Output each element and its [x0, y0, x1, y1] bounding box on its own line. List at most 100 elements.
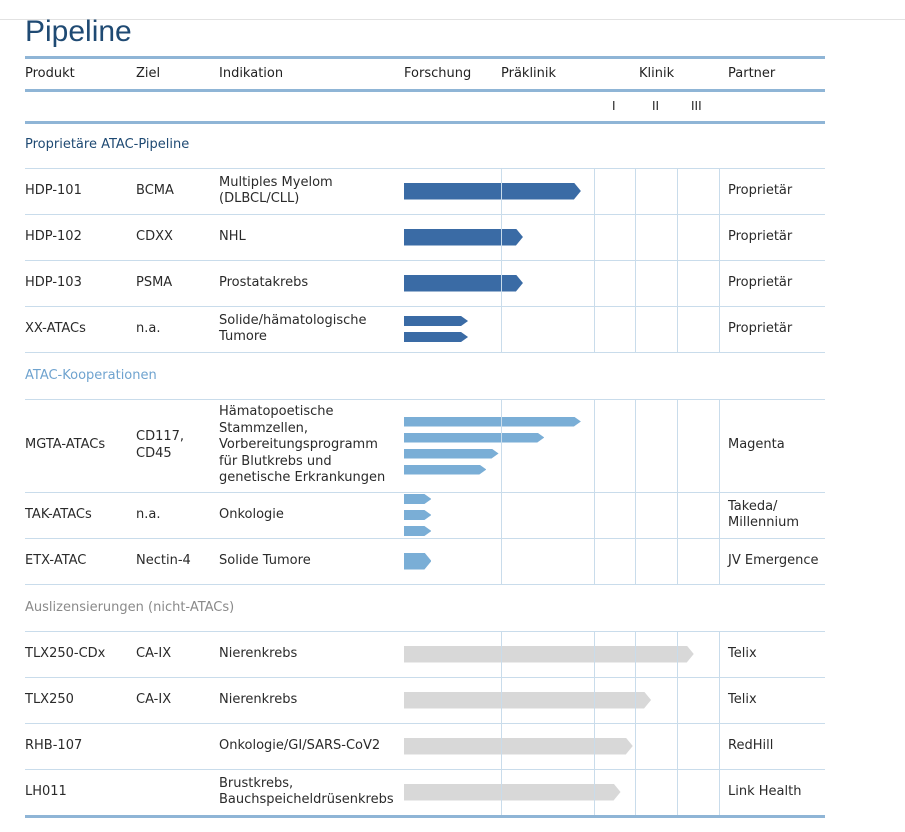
- row-divider: [25, 677, 825, 678]
- partner-text: Telix: [728, 691, 757, 707]
- section-divider: [25, 399, 825, 400]
- section-divider: [25, 631, 825, 632]
- section-title-outlicense: Auslizensierungen (nicht-ATACs): [25, 600, 235, 615]
- cell-indication: Nierenkrebs: [219, 677, 399, 723]
- row-divider: [25, 723, 825, 724]
- grid-column-line: [677, 168, 678, 352]
- cell-partner: Link Health: [728, 769, 823, 815]
- cell-indication: Solide/hämatologische Tumore: [219, 306, 399, 352]
- progress-bar: [404, 183, 581, 200]
- indication-text: Multiples Myelom (DLBCL/CLL): [219, 174, 333, 207]
- indication-text: Brustkrebs, Bauchspeicheldrüsenkrebs: [219, 775, 394, 808]
- cell-partner: Takeda/ Millennium: [728, 492, 823, 538]
- progress-bar: [404, 692, 651, 709]
- cell-target: CA-IX: [136, 677, 216, 723]
- cell-partner: RedHill: [728, 723, 823, 769]
- product-text: HDP-103: [25, 274, 82, 290]
- cell-partner: Proprietär: [728, 214, 823, 260]
- row-divider: [25, 352, 825, 353]
- cell-product: HDP-103: [25, 260, 130, 306]
- cell-partner: Telix: [728, 631, 823, 677]
- page-title: Pipeline: [25, 15, 132, 48]
- grid-column-line: [594, 631, 595, 815]
- cell-target: n.a.: [136, 492, 216, 538]
- grid-column-line: [501, 168, 502, 352]
- header-mid-rule: [25, 89, 825, 92]
- cell-target: CDXX: [136, 214, 216, 260]
- product-text: LH011: [25, 783, 67, 799]
- grid-column-line: [635, 399, 636, 584]
- cell-partner: Telix: [728, 677, 823, 723]
- cell-indication: Onkologie: [219, 492, 399, 538]
- phase-2-label: II: [652, 99, 660, 113]
- cell-indication: Multiples Myelom (DLBCL/CLL): [219, 168, 399, 214]
- target-text: CA-IX: [136, 645, 172, 661]
- target-text: n.a.: [136, 320, 161, 336]
- cell-product: ETX-ATAC: [25, 538, 130, 584]
- cell-target: [136, 769, 216, 815]
- product-text: XX-ATACs: [25, 320, 86, 336]
- indication-text: Prostatakrebs: [219, 274, 309, 290]
- grid-column-line: [501, 399, 502, 584]
- section-divider: [25, 168, 825, 169]
- grid-column-line: [719, 631, 720, 815]
- cell-product: HDP-102: [25, 214, 130, 260]
- target-text: CDXX: [136, 228, 173, 244]
- cell-target: [136, 723, 216, 769]
- progress-bar: [404, 275, 523, 292]
- row-divider: [25, 260, 825, 261]
- cell-indication: Prostatakrebs: [219, 260, 399, 306]
- cell-target: BCMA: [136, 168, 216, 214]
- progress-bar: [404, 646, 694, 663]
- grid-column-line: [677, 399, 678, 584]
- table-bottom-rule: [25, 815, 825, 818]
- header-indication: Indikation: [219, 66, 284, 81]
- partner-text: RedHill: [728, 737, 774, 753]
- cell-target: n.a.: [136, 306, 216, 352]
- phase-3-label: III: [691, 99, 702, 113]
- cell-target: Nectin-4: [136, 538, 216, 584]
- indication-text: Onkologie: [219, 506, 284, 522]
- row-divider: [25, 769, 825, 770]
- indication-text: Nierenkrebs: [219, 691, 298, 707]
- progress-bar: [404, 553, 431, 570]
- progress-bar: [404, 316, 468, 326]
- cell-indication: Solide Tumore: [219, 538, 399, 584]
- partner-text: Proprietär: [728, 320, 793, 336]
- indication-text: Solide Tumore: [219, 552, 311, 568]
- partner-text: Link Health: [728, 783, 802, 799]
- grid-column-line: [594, 399, 595, 584]
- indication-text: Onkologie/GI/SARS-CoV2: [219, 737, 381, 753]
- header-research: Forschung: [404, 66, 472, 81]
- product-text: RHB-107: [25, 737, 83, 753]
- grid-column-line: [594, 168, 595, 352]
- cell-indication: NHL: [219, 214, 399, 260]
- progress-bar: [404, 417, 581, 427]
- phase-1-label: I: [612, 99, 616, 113]
- cell-partner: Magenta: [728, 399, 823, 492]
- progress-bar: [404, 784, 621, 801]
- grid-column-line: [635, 168, 636, 352]
- cell-product: RHB-107: [25, 723, 130, 769]
- product-text: TAK-ATACs: [25, 506, 92, 522]
- product-text: HDP-102: [25, 228, 82, 244]
- header-top-rule: [25, 56, 825, 59]
- cell-indication: Nierenkrebs: [219, 631, 399, 677]
- cell-partner: Proprietär: [728, 306, 823, 352]
- section-title-proprietary: Proprietäre ATAC-Pipeline: [25, 137, 190, 152]
- row-divider: [25, 584, 825, 585]
- cell-product: XX-ATACs: [25, 306, 130, 352]
- header-bottom-rule: [25, 121, 825, 124]
- indication-text: Hämatopoetische Stammzellen, Vorbereitun…: [219, 404, 386, 486]
- row-divider: [25, 214, 825, 215]
- cell-indication: Onkologie/GI/SARS-CoV2: [219, 723, 399, 769]
- cell-product: HDP-101: [25, 168, 130, 214]
- progress-bar: [404, 465, 486, 475]
- product-text: MGTA-ATACs: [25, 437, 106, 453]
- target-text: CD117, CD45: [136, 429, 185, 461]
- grid-column-line: [501, 631, 502, 815]
- header-clinic: Klinik: [639, 66, 675, 81]
- cell-target: PSMA: [136, 260, 216, 306]
- cell-product: TAK-ATACs: [25, 492, 130, 538]
- cell-indication: Hämatopoetische Stammzellen, Vorbereitun…: [219, 399, 399, 492]
